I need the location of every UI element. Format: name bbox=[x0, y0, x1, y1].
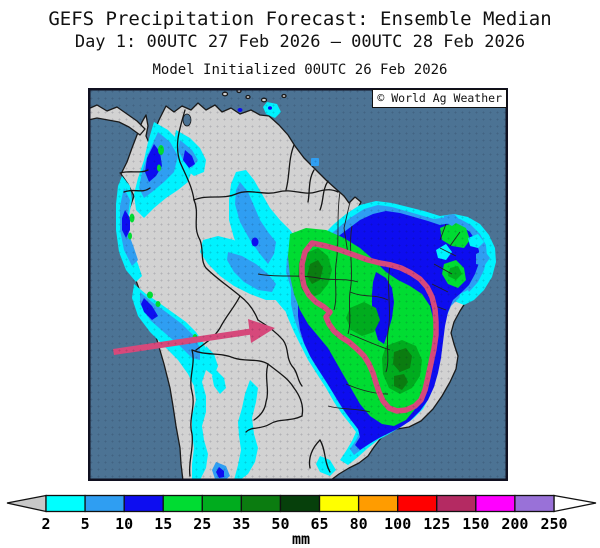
colorbar-cell bbox=[436, 494, 477, 513]
colorbar-tick: 2 bbox=[41, 515, 50, 533]
forecast-map: © World Ag Weather bbox=[88, 88, 508, 481]
colorbar-cell bbox=[279, 494, 321, 513]
paraguay-rain-streak bbox=[234, 380, 258, 480]
colorbar-cell bbox=[84, 494, 125, 513]
colorbar-cells bbox=[45, 494, 555, 513]
colorbar-cell bbox=[318, 494, 360, 513]
colorbar: 2 5 10 15 25 35 50 65 80 100 125 150 200 250 mm bbox=[0, 488, 600, 548]
forecast-period-subtitle: Day 1: 00UTC 27 Feb 2026 — 00UTC 28 Feb … bbox=[74, 32, 526, 52]
colorbar-tick: 100 bbox=[384, 515, 411, 533]
lake-maracaibo bbox=[182, 113, 192, 127]
chart-title: GEFS Precipitation Forecast: Ensemble Me… bbox=[48, 8, 552, 30]
colorbar-tick: 125 bbox=[423, 515, 450, 533]
colorbar-below-arrow bbox=[6, 494, 47, 513]
colorbar-tick: 10 bbox=[115, 515, 133, 533]
colorbar-cell bbox=[475, 494, 516, 513]
colorbar-above-arrow bbox=[553, 494, 597, 513]
colorbar-cell bbox=[45, 494, 86, 513]
precipitation-shading bbox=[116, 102, 496, 481]
colorbar-cell bbox=[240, 494, 282, 513]
colorbar-tick-labels: 2 5 10 15 25 35 50 65 80 100 125 150 200 250 bbox=[41, 515, 567, 533]
watermark-badge: © World Ag Weather bbox=[372, 89, 507, 108]
colorbar-tick: 150 bbox=[462, 515, 489, 533]
colorbar-tick: 15 bbox=[154, 515, 172, 533]
map-canvas bbox=[88, 88, 508, 481]
country-borders bbox=[119, 109, 339, 477]
model-init-subtitle: Model Initialized 00UTC 26 Feb 2026 bbox=[152, 62, 448, 78]
caribbean-island bbox=[245, 94, 251, 100]
map-frame bbox=[88, 88, 508, 481]
panama-isthmus bbox=[88, 104, 146, 136]
annotation-arrow bbox=[113, 319, 275, 355]
caribbean-island bbox=[281, 93, 287, 99]
colorbar-tick: 25 bbox=[193, 515, 211, 533]
colorbar-cell bbox=[201, 494, 243, 513]
colorbar-cell bbox=[123, 494, 164, 513]
colorbar-tick: 5 bbox=[81, 515, 90, 533]
highlight-outline bbox=[299, 240, 439, 414]
colorbar-cell bbox=[162, 494, 203, 513]
caribbean-island bbox=[221, 91, 229, 97]
colorbar-tick: 200 bbox=[501, 515, 528, 533]
caribbean-island bbox=[260, 97, 268, 103]
colorbar-cell bbox=[514, 494, 555, 513]
colorbar-tick: 65 bbox=[311, 515, 329, 533]
colorbar-tick: 50 bbox=[271, 515, 289, 533]
colorbar-cell bbox=[397, 494, 438, 513]
state-borders bbox=[257, 191, 461, 413]
colorbar-tick: 35 bbox=[232, 515, 250, 533]
colorbar-tick: 80 bbox=[350, 515, 368, 533]
colorbar-canvas: 2 5 10 15 25 35 50 65 80 100 125 150 200 250 mm bbox=[6, 494, 597, 548]
colorbar-tick: 250 bbox=[540, 515, 567, 533]
colorbar-unit-label: mm bbox=[292, 530, 310, 548]
colorbar-cell bbox=[357, 494, 399, 513]
